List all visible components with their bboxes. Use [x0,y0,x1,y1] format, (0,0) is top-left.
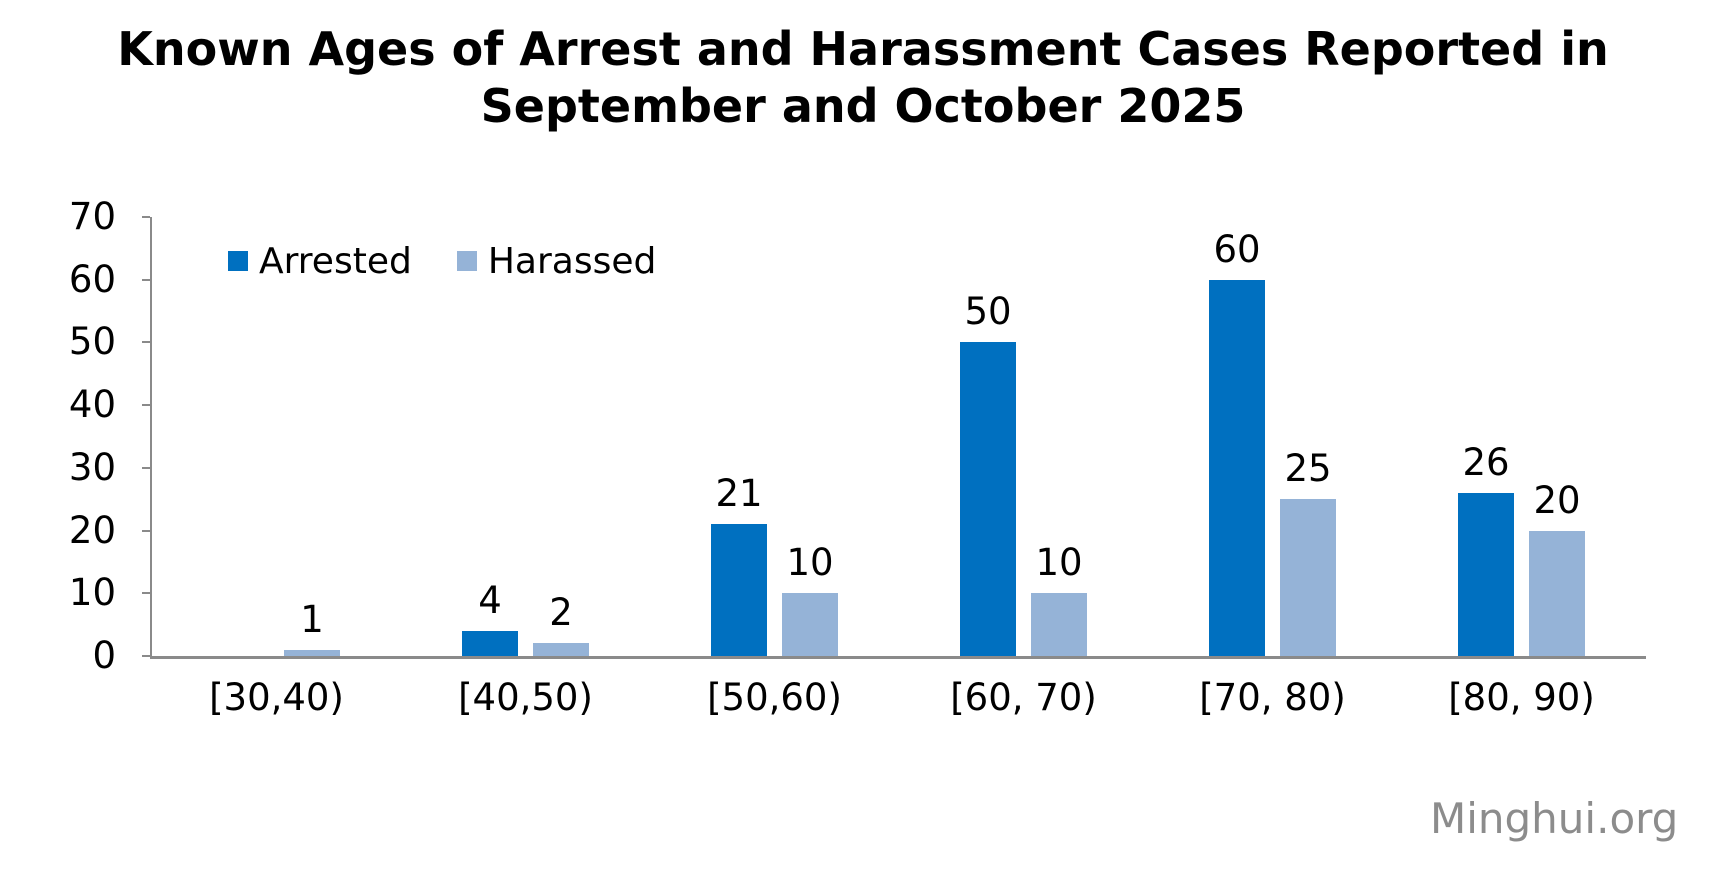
y-axis-tick [142,278,150,281]
y-axis-tick [142,404,150,407]
bar-value-label: 60 [1213,227,1261,271]
bar-value-label: 10 [786,541,834,585]
y-axis-tick [142,529,150,532]
bar-harassed [1280,499,1336,656]
bar-value-label: 4 [478,578,502,622]
chart-title-line2: September and October 2025 [480,79,1246,133]
legend-label-arrested: Arrested [259,240,412,282]
bar-harassed [1031,593,1087,656]
bar-value-label: 50 [964,290,1012,334]
bar-arrested [960,342,1016,656]
bar-value-label: 21 [715,472,763,516]
legend-item-arrested: Arrested [228,241,412,282]
bar-arrested [1458,492,1514,656]
x-axis-line [150,656,1646,659]
y-axis-tick-label: 10 [68,571,116,615]
bar-arrested [1209,279,1265,656]
bar-harassed [533,643,589,656]
legend-swatch-arrested-icon [228,251,248,271]
x-axis-category-label: [60, 70) [950,676,1097,719]
y-axis-tick-label: 0 [92,634,116,677]
bar-value-label: 26 [1462,440,1510,484]
y-axis-tick-label: 40 [68,383,116,427]
x-axis-category-label: [30,40) [209,676,344,719]
bar-value-label: 10 [1035,541,1083,585]
y-axis-tick [142,655,150,657]
chart-title-line1: Known Ages of Arrest and Harassment Case… [117,22,1609,76]
watermark: Minghui.org [1430,794,1679,843]
y-axis-line [150,217,152,659]
bar-value-label: 25 [1284,447,1332,491]
y-axis-tick-label: 60 [68,257,116,301]
bar-value-label: 20 [1533,478,1581,522]
y-axis-tick [142,466,150,469]
bar-arrested [462,630,518,656]
legend-swatch-harassed-icon [456,251,477,271]
bar-value-label: 2 [549,591,573,635]
x-axis-category-label: [50,60) [707,676,842,719]
legend-label-harassed: Harassed [487,240,657,282]
plot-area: Arrested Harassed 0 10 20 30 40 50 60 70 [30,40)… [69,197,1646,719]
y-axis-tick-label: 70 [68,195,116,238]
x-axis-category-label: [80, 90) [1448,676,1595,719]
legend: Arrested Harassed [228,239,656,283]
bar-harassed [284,649,340,656]
bar-arrested [711,524,767,656]
y-axis-tick-label: 20 [68,508,116,552]
bar-harassed [782,593,838,656]
x-axis-category-label: [40,50) [458,676,593,719]
y-axis-tick [142,341,150,344]
x-axis-category-label: [70, 80) [1199,676,1346,719]
chart-title: Known Ages of Arrest and Harassment Case… [0,21,1726,135]
y-axis-tick [142,592,150,595]
y-axis-tick-label: 30 [68,445,116,489]
bar-harassed [1529,530,1585,656]
y-axis-tick-label: 50 [68,320,116,364]
bar-value-label: 1 [300,597,324,641]
y-axis-tick [142,216,150,218]
legend-item-harassed: Harassed [456,240,657,282]
